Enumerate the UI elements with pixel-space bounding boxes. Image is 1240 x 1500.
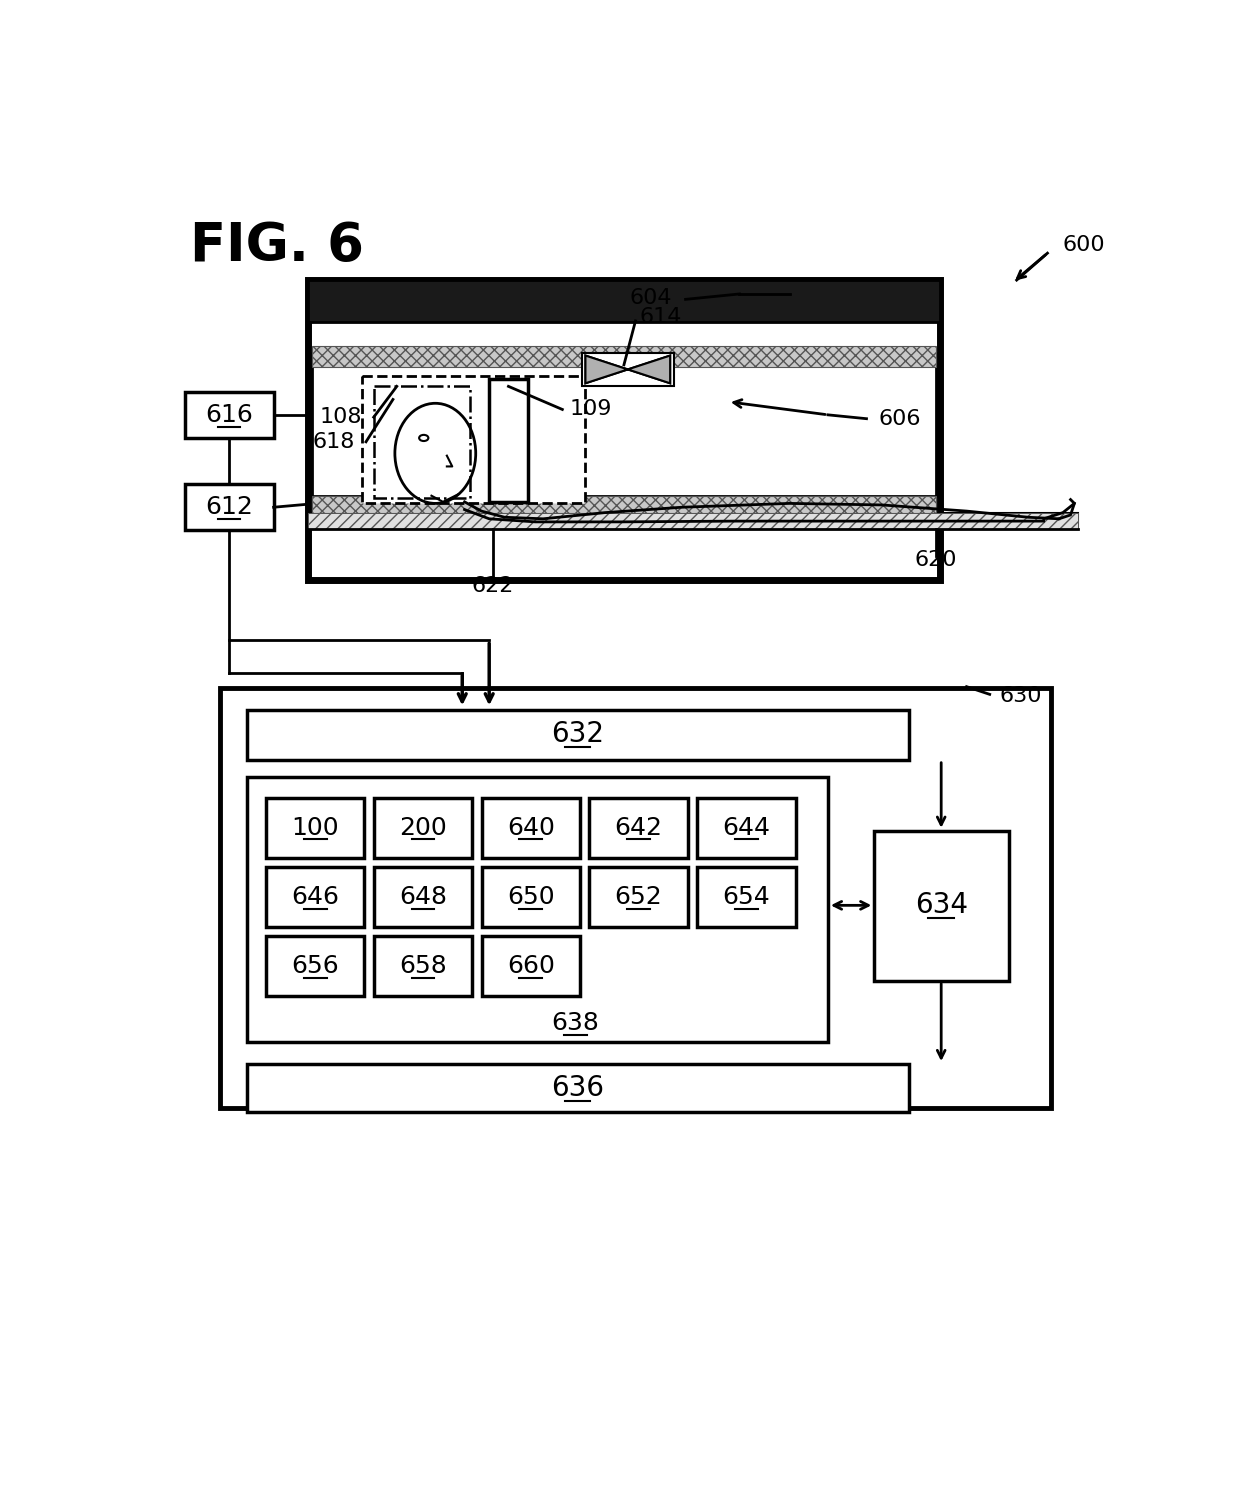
Text: 618: 618 bbox=[312, 432, 355, 451]
Bar bbox=[309, 513, 1079, 529]
Text: 200: 200 bbox=[399, 816, 446, 840]
Text: 634: 634 bbox=[915, 891, 967, 920]
Text: 658: 658 bbox=[399, 954, 446, 978]
Bar bbox=[265, 867, 365, 927]
Text: 636: 636 bbox=[552, 1074, 604, 1102]
Bar bbox=[373, 936, 472, 996]
Bar bbox=[247, 1064, 909, 1112]
Text: 656: 656 bbox=[291, 954, 339, 978]
Text: 604: 604 bbox=[630, 288, 672, 308]
Text: 600: 600 bbox=[1063, 236, 1106, 255]
Bar bbox=[312, 354, 936, 495]
Text: 606: 606 bbox=[878, 408, 920, 429]
Bar bbox=[589, 798, 688, 858]
Bar bbox=[247, 710, 909, 760]
Bar bbox=[247, 777, 828, 1042]
Bar bbox=[481, 798, 580, 858]
Bar bbox=[373, 867, 472, 927]
Bar bbox=[309, 280, 940, 322]
Bar bbox=[312, 345, 936, 368]
Text: 620: 620 bbox=[915, 550, 957, 570]
Bar bbox=[185, 484, 274, 531]
Text: FIG. 6: FIG. 6 bbox=[191, 220, 365, 272]
Bar bbox=[309, 513, 1079, 529]
Text: 644: 644 bbox=[723, 816, 770, 840]
Text: 650: 650 bbox=[507, 885, 554, 909]
Text: 642: 642 bbox=[615, 816, 662, 840]
Text: 640: 640 bbox=[507, 816, 554, 840]
Bar bbox=[265, 936, 365, 996]
Text: 100: 100 bbox=[291, 816, 339, 840]
Bar bbox=[490, 378, 528, 502]
Text: 638: 638 bbox=[552, 1011, 599, 1035]
Bar bbox=[265, 798, 365, 858]
Bar bbox=[582, 354, 675, 386]
Bar bbox=[589, 867, 688, 927]
Bar bbox=[697, 867, 796, 927]
Bar bbox=[373, 387, 470, 498]
Text: 109: 109 bbox=[570, 399, 613, 420]
Text: 630: 630 bbox=[999, 686, 1042, 706]
Text: 616: 616 bbox=[205, 404, 253, 427]
Text: 612: 612 bbox=[205, 495, 253, 519]
Text: 660: 660 bbox=[507, 954, 554, 978]
Bar bbox=[697, 798, 796, 858]
Text: 632: 632 bbox=[552, 720, 604, 748]
Bar bbox=[481, 867, 580, 927]
Text: 646: 646 bbox=[291, 885, 340, 909]
Text: 652: 652 bbox=[615, 885, 662, 909]
Polygon shape bbox=[585, 356, 670, 384]
Bar bbox=[185, 392, 274, 438]
Text: 654: 654 bbox=[723, 885, 770, 909]
Bar bbox=[481, 936, 580, 996]
Polygon shape bbox=[585, 356, 670, 384]
Bar bbox=[309, 280, 940, 580]
Text: 648: 648 bbox=[399, 885, 446, 909]
Bar bbox=[219, 688, 1052, 1108]
Text: 108: 108 bbox=[320, 406, 362, 427]
Bar bbox=[312, 495, 936, 513]
Bar bbox=[874, 831, 1009, 981]
Bar bbox=[373, 798, 472, 858]
Text: 622: 622 bbox=[472, 576, 515, 596]
Bar bbox=[362, 376, 585, 504]
Text: 614: 614 bbox=[640, 308, 682, 327]
